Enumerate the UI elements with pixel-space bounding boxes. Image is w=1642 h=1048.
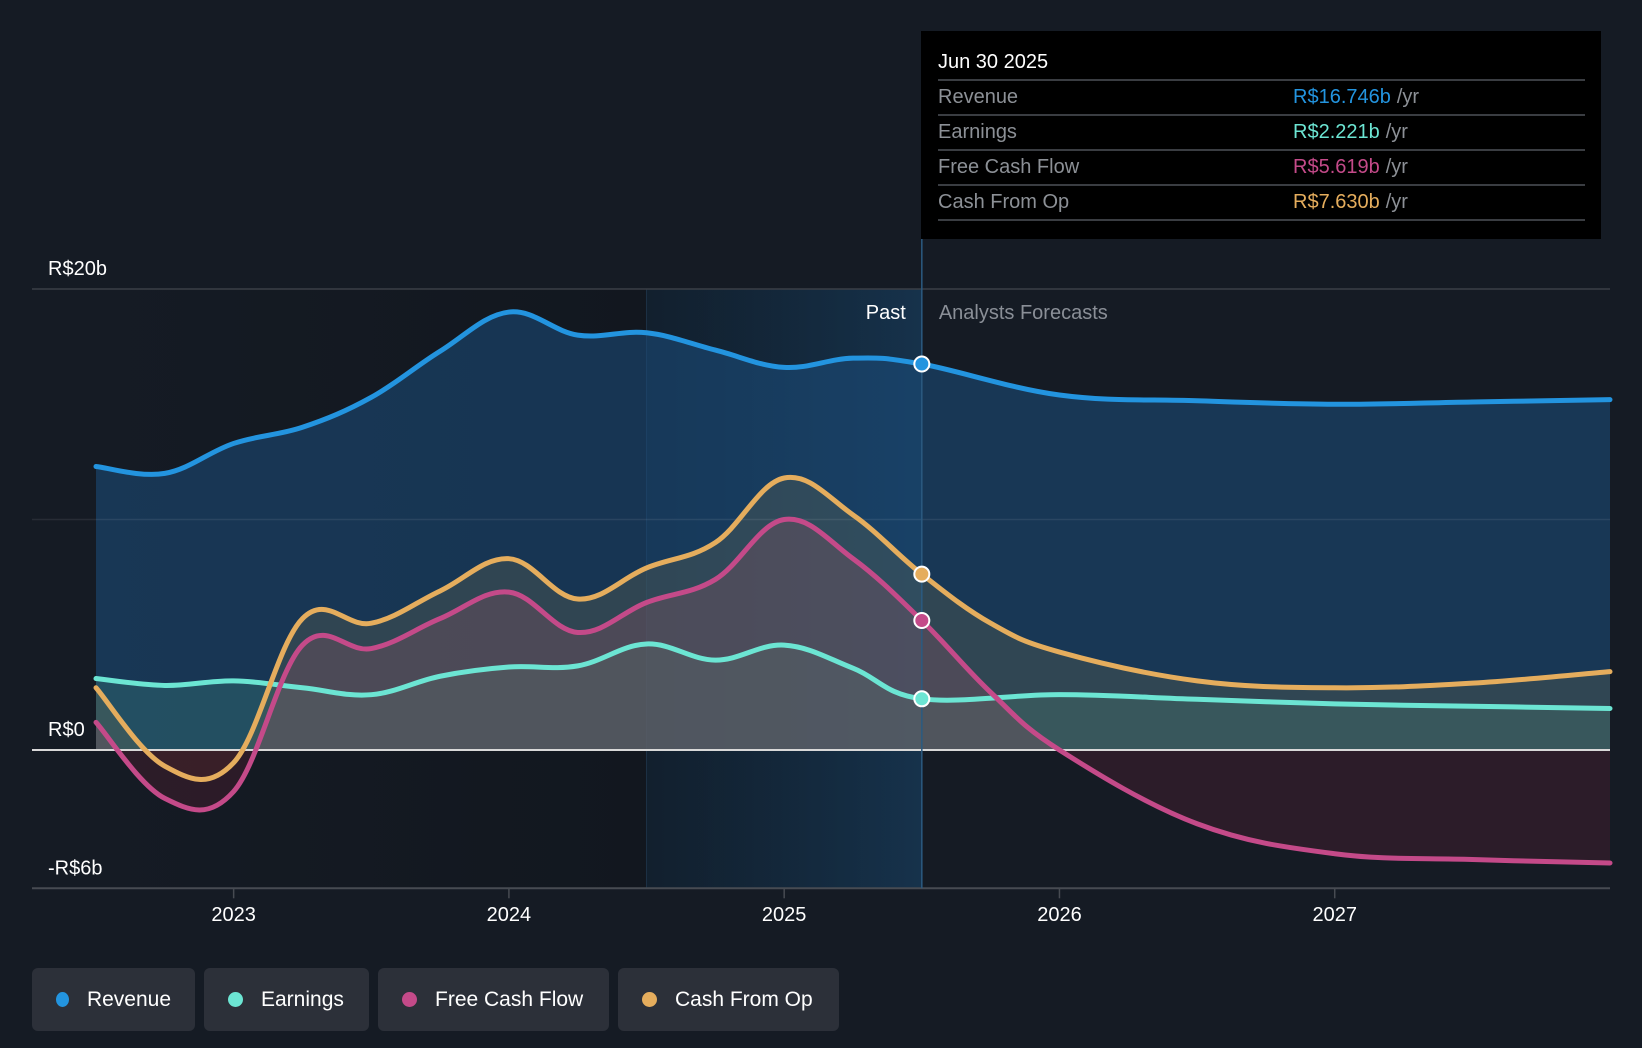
revenue-area [96, 311, 1610, 750]
x-tick-label: 2027 [1312, 904, 1357, 926]
forecast-label: Analysts Forecasts [939, 302, 1108, 324]
cash-from-op-line [93, 474, 1613, 782]
legend-item-revenue[interactable]: Revenue [32, 968, 195, 1031]
y-tick-label: -R$6b [48, 857, 102, 879]
tooltip-value: R$16.746b [1293, 86, 1391, 108]
tooltip-unit: /yr [1396, 86, 1420, 108]
past-label: Past [866, 302, 906, 324]
tooltip-row-cash-from-op: Cash From Op R$7.630b /yr [938, 186, 1585, 221]
legend-label: Earnings [261, 987, 344, 1011]
earnings-area [96, 643, 1610, 750]
tooltip-row-revenue: Revenue R$16.746b /yr [938, 81, 1585, 116]
legend-dot-icon [56, 992, 69, 1007]
cash-from-op-marker [913, 565, 931, 583]
x-tick-label: 2025 [762, 904, 807, 926]
legend-dot-icon [402, 992, 417, 1007]
y-tick-label: R$0 [48, 719, 85, 741]
tooltip-unit: /yr [1385, 121, 1408, 143]
legend-dot-icon [228, 992, 243, 1007]
legend: Revenue Earnings Free Cash Flow Cash Fro… [32, 968, 839, 1031]
earnings-marker [913, 690, 931, 708]
free-cash-flow-line [93, 516, 1613, 866]
revenue-line [93, 309, 1613, 477]
legend-label: Cash From Op [675, 987, 813, 1011]
y-tick-label: R$20b [48, 258, 107, 280]
tooltip-value: R$2.221b [1293, 121, 1380, 143]
tooltip-row-free-cash-flow: Free Cash Flow R$5.619b /yr [938, 151, 1585, 186]
legend-item-free-cash-flow[interactable]: Free Cash Flow [378, 968, 609, 1031]
tooltip-label: Earnings [938, 121, 1017, 143]
x-tick-label: 2026 [1037, 904, 1082, 926]
x-tick-label: 2023 [211, 904, 256, 926]
free-cash-flow-area [96, 519, 1610, 750]
tooltip-row-earnings: Earnings R$2.221b /yr [938, 116, 1585, 151]
tooltip: Jun 30 2025 Revenue R$16.746b /yr Earnin… [921, 31, 1601, 239]
tooltip-value: R$7.630b [1293, 191, 1380, 213]
x-tick-label: 2024 [487, 904, 532, 926]
legend-item-earnings[interactable]: Earnings [204, 968, 369, 1031]
free-cash-flow-marker [913, 611, 931, 629]
legend-label: Revenue [86, 987, 171, 1011]
tooltip-unit: /yr [1385, 156, 1408, 178]
revenue-marker [913, 355, 931, 373]
legend-dot-icon [642, 992, 657, 1007]
tooltip-label: Revenue [938, 86, 1019, 108]
legend-item-cash-from-op[interactable]: Cash From Op [618, 968, 839, 1031]
earnings-line [93, 641, 1613, 712]
tooltip-label: Cash From Op [938, 191, 1070, 213]
legend-label: Free Cash Flow [435, 987, 584, 1011]
tooltip-date: Jun 30 2025 [938, 45, 1585, 81]
cash-from-op-area [96, 477, 1610, 750]
tooltip-label: Free Cash Flow [938, 156, 1080, 178]
tooltip-unit: /yr [1385, 191, 1408, 213]
tooltip-value: R$5.619b [1293, 156, 1380, 178]
